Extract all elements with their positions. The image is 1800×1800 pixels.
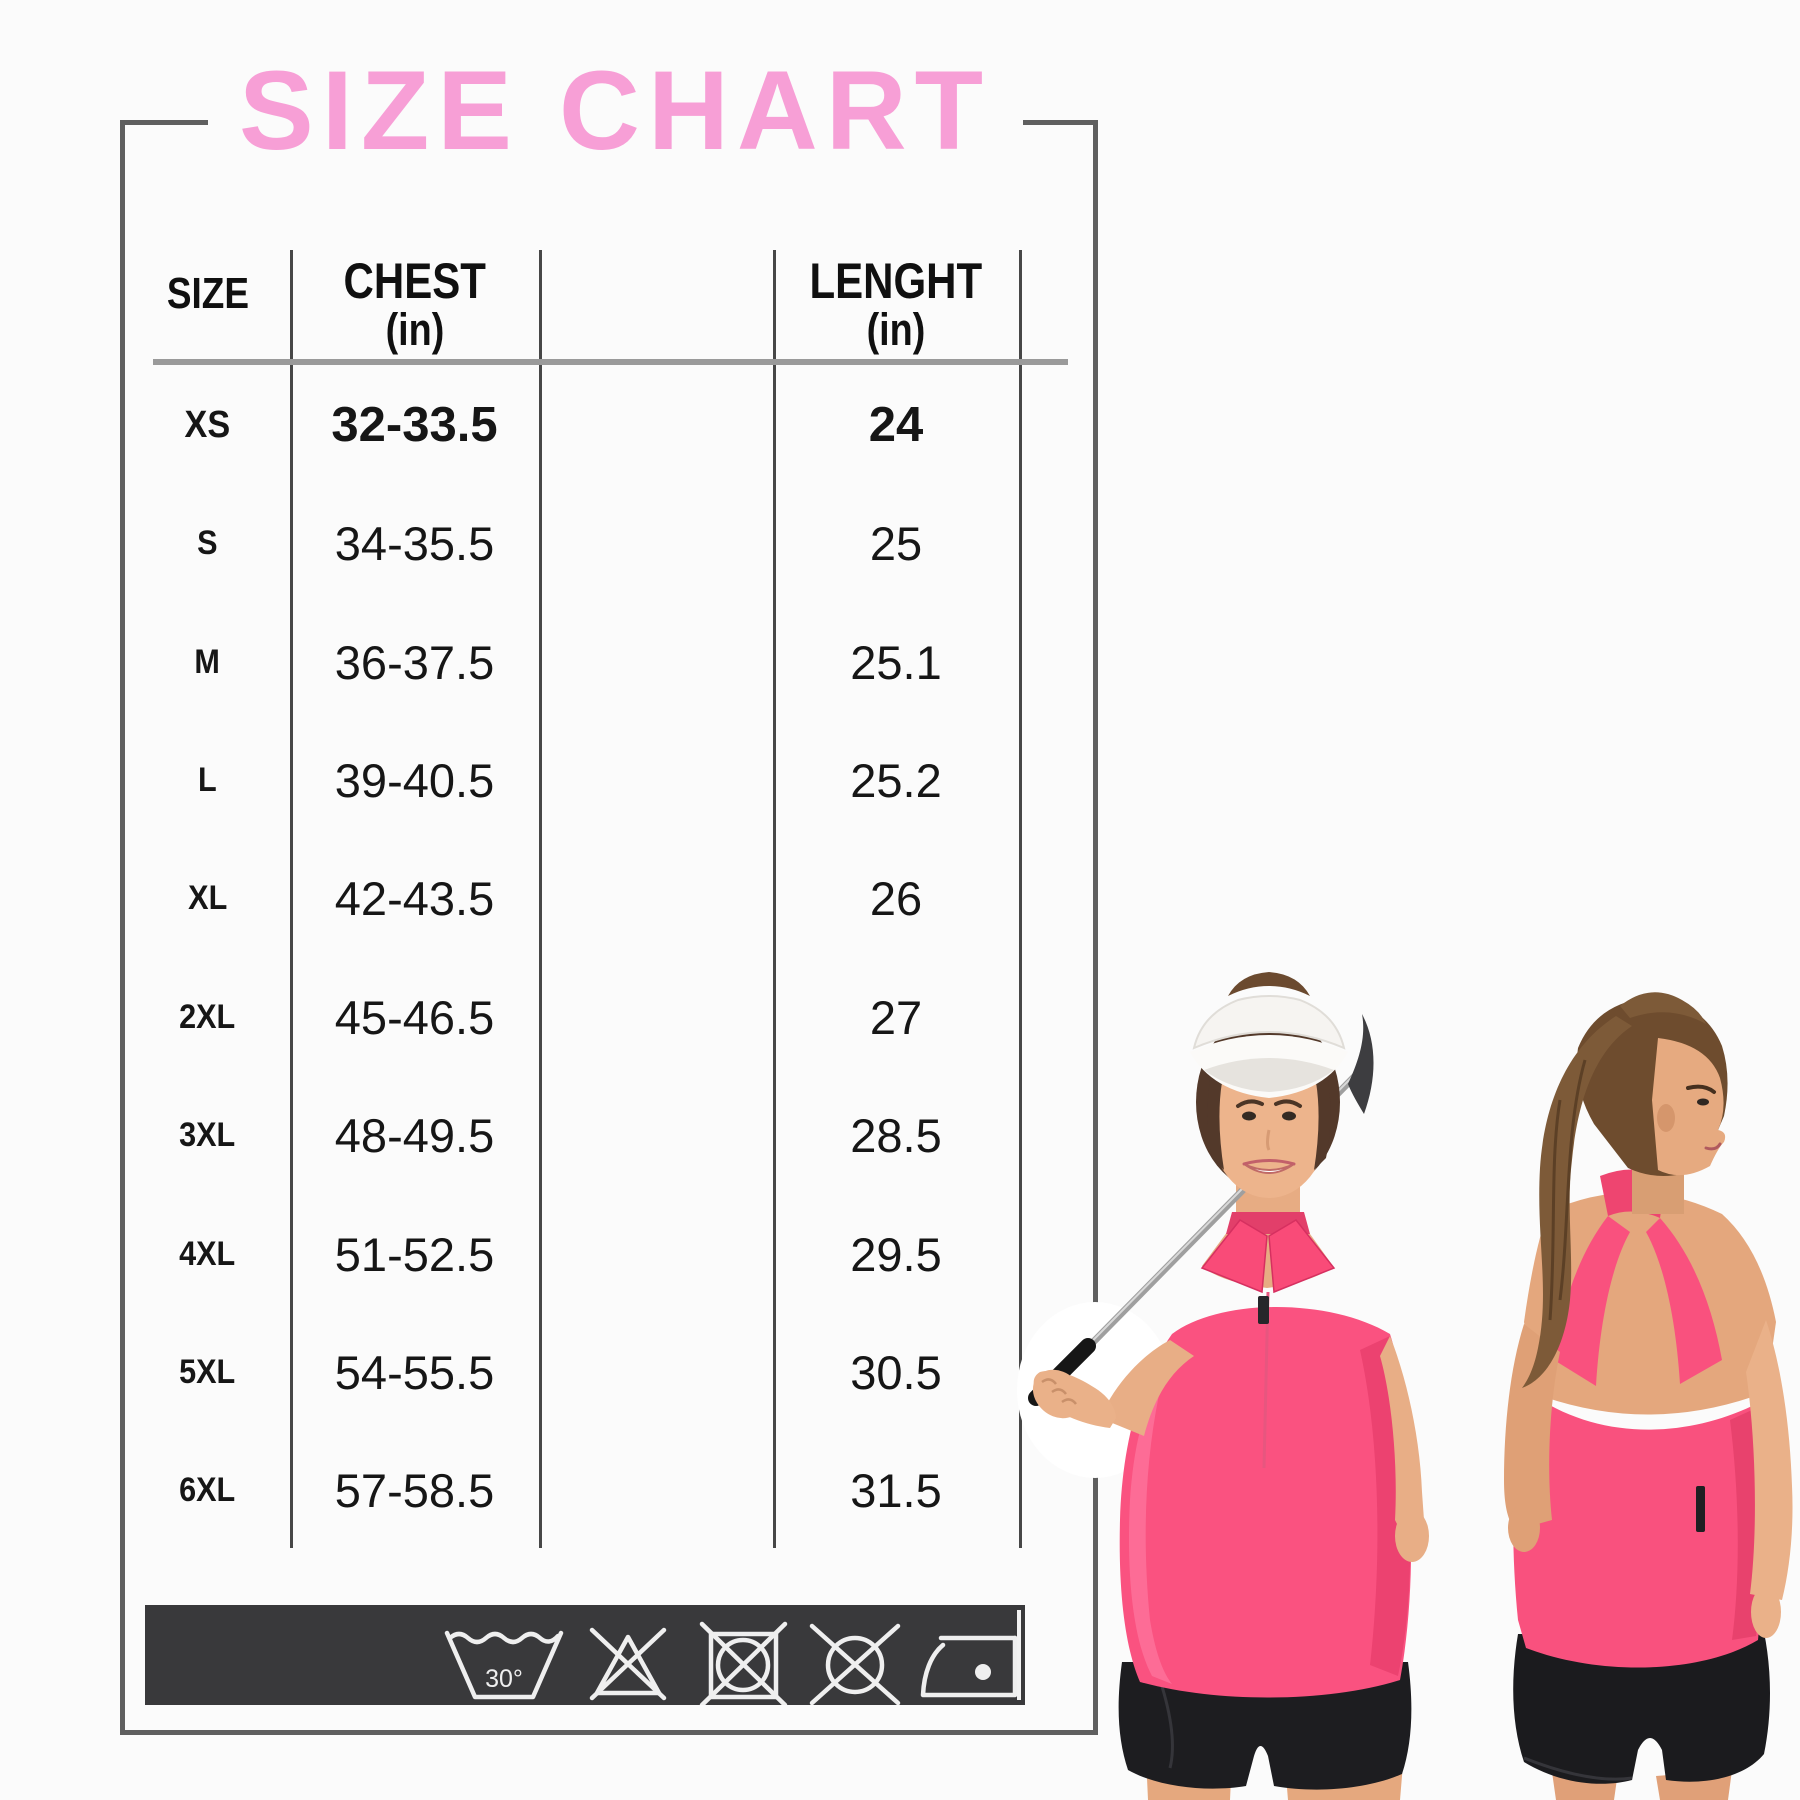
size-label: 6XL [179, 1471, 236, 1510]
column-header-length: LENGHT (in) [809, 253, 983, 355]
table-row: 2XL 45-46.5 27 [125, 958, 1023, 1076]
size-label: L [198, 760, 217, 799]
do-not-dry-clean-icon [809, 1623, 901, 1706]
header-underline [153, 359, 1068, 365]
front-model-polo [1119, 1307, 1412, 1698]
frame-left-border [120, 120, 125, 1735]
chest-value: 51-52.5 [334, 1227, 495, 1281]
front-model-shorts [1118, 1662, 1412, 1790]
table-row: L 39-40.5 25.2 [125, 721, 1023, 839]
size-label: 5XL [179, 1352, 236, 1391]
chest-value: 45-46.5 [334, 990, 495, 1044]
chest-value: 48-49.5 [334, 1109, 495, 1163]
length-value: 27 [869, 990, 923, 1044]
frame-top-right-segment [1023, 120, 1098, 125]
frame-bottom-border [120, 1730, 1098, 1735]
zipper-pull [1258, 1296, 1269, 1324]
length-value: 25.2 [850, 753, 942, 807]
iron-low-icon [920, 1635, 1018, 1698]
chest-value: 39-40.5 [334, 753, 495, 807]
table-row: 6XL 57-58.5 31.5 [125, 1432, 1023, 1550]
table-row: XL 42-43.5 26 [125, 840, 1023, 958]
table-divider-4 [1019, 250, 1022, 1548]
frame-top-left-segment [120, 120, 208, 125]
chest-unit-label: (in) [385, 304, 444, 355]
table-row: 4XL 51-52.5 29.5 [125, 1195, 1023, 1313]
length-value: 31.5 [850, 1464, 942, 1518]
size-label: M [194, 642, 221, 681]
frame-right-border [1093, 120, 1098, 1735]
back-model-photo [1504, 992, 1793, 1800]
page-title: SIZE CHART [239, 48, 991, 173]
do-not-tumble-dry-icon [699, 1621, 788, 1708]
back-model-ponytail [1522, 1016, 1632, 1388]
back-model-shorts [1513, 1632, 1770, 1784]
size-label: 4XL [179, 1234, 236, 1273]
column-header-size: SIZE [166, 269, 249, 318]
table-divider-3 [773, 250, 776, 1548]
front-model-photo [1017, 972, 1429, 1800]
back-model-face [1652, 1038, 1726, 1176]
length-value: 30.5 [850, 1345, 942, 1399]
length-unit-label: (in) [866, 304, 926, 355]
gripping-hand [1032, 1369, 1084, 1419]
table-row: XS 32-33.5 24 [125, 366, 1023, 484]
product-model-photos [1017, 972, 1793, 1800]
length-value: 28.5 [850, 1109, 942, 1163]
table-row: S 34-35.5 25 [125, 484, 1023, 602]
table-divider-2 [539, 250, 542, 1548]
length-value: 25 [869, 517, 923, 571]
wash-temp-label: 30° [485, 1665, 523, 1693]
care-instructions-bar: 30° [145, 1605, 1025, 1708]
bar-end-highlight [1017, 1610, 1021, 1700]
table-row: 5XL 54-55.5 30.5 [125, 1313, 1023, 1431]
white-visor [1190, 972, 1348, 1098]
size-label: 3XL [179, 1116, 236, 1155]
length-value: 29.5 [850, 1227, 942, 1281]
chest-value: 54-55.5 [334, 1345, 495, 1399]
size-label: XS [184, 403, 231, 446]
size-label: XL [187, 879, 228, 918]
chest-value: 36-37.5 [334, 635, 495, 689]
size-label: 2XL [179, 997, 236, 1036]
back-model-polo [1513, 1388, 1763, 1668]
chest-value: 42-43.5 [334, 872, 495, 926]
length-value: 26 [869, 872, 923, 926]
chest-value: 57-58.5 [334, 1464, 495, 1518]
chest-value: 32-33.5 [331, 398, 498, 453]
side-zip-tag [1696, 1486, 1705, 1532]
length-value: 24 [868, 398, 924, 453]
size-label: S [197, 524, 218, 563]
table-row: M 36-37.5 25.1 [125, 603, 1023, 721]
do-not-bleach-icon [589, 1627, 667, 1701]
column-header-chest: CHEST (in) [343, 253, 486, 355]
table-divider-1 [290, 250, 293, 1548]
size-table-body: XS 32-33.5 24 S 34-35.5 25 M 36-37.5 25.… [125, 366, 1023, 1550]
length-value: 25.1 [850, 635, 942, 689]
table-row: 3XL 48-49.5 28.5 [125, 1076, 1023, 1194]
machine-wash-30-icon: 30° [444, 1630, 564, 1700]
chest-value: 34-35.5 [334, 517, 495, 571]
